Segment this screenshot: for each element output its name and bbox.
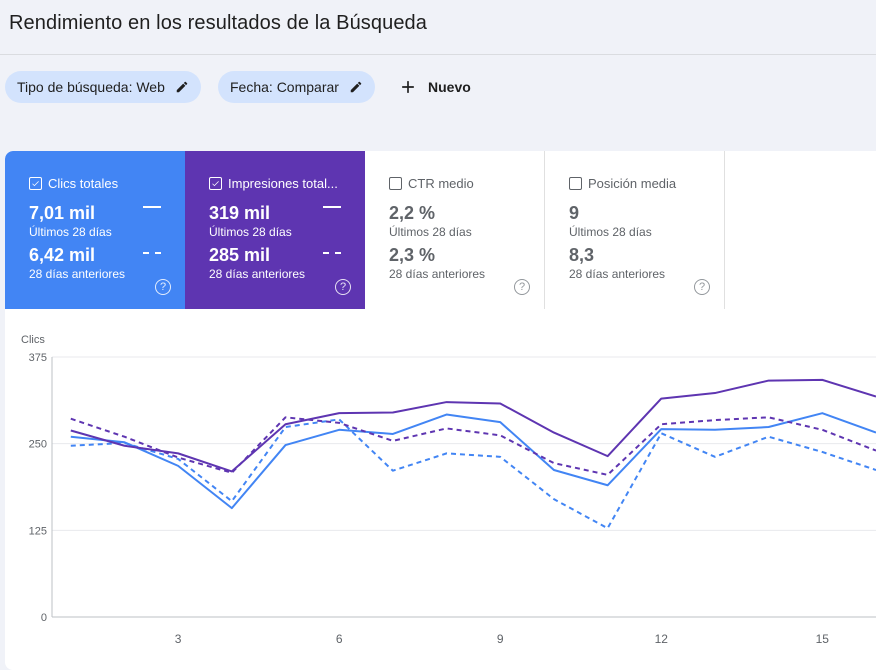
x-tick-label: 3 xyxy=(175,632,182,646)
metric-previous-period: 28 días anteriores xyxy=(209,267,306,281)
pencil-icon xyxy=(350,81,362,93)
metric-label: CTR medio xyxy=(408,175,474,191)
x-tick-label: 15 xyxy=(816,632,830,646)
metric-current-value: 2,2 % xyxy=(389,203,436,223)
x-tick-label: 6 xyxy=(336,632,343,646)
y-tick-label: 375 xyxy=(29,352,47,364)
plus-icon xyxy=(402,81,414,93)
performance-chart: Clics 0 125 250 375 3 6 9 12 15 xyxy=(5,321,876,656)
metric-current-value: 319 mil xyxy=(209,203,271,223)
metric-previous-value: 285 mil xyxy=(209,245,271,265)
dashed-line-legend-icon xyxy=(323,252,341,254)
x-tick-label: 9 xyxy=(497,632,504,646)
metric-current-period: Últimos 28 días xyxy=(569,225,652,239)
metric-previous-period: 28 días anteriores xyxy=(29,267,126,281)
help-icon[interactable]: ? xyxy=(694,279,710,295)
y-tick-label: 250 xyxy=(29,439,47,451)
solid-line-legend-icon xyxy=(323,206,341,208)
y-tick-label: 125 xyxy=(29,525,47,537)
metric-label: Clics totales xyxy=(48,175,119,191)
series-line-clicks-previous xyxy=(70,418,876,530)
metric-current-value: 9 xyxy=(569,203,580,223)
metric-label: Posición media xyxy=(588,175,677,191)
date-filter-chip[interactable]: Fecha: Comparar xyxy=(218,71,375,103)
metric-previous-value: 6,42 mil xyxy=(29,245,96,265)
checkbox-unchecked-icon[interactable] xyxy=(569,176,582,190)
line-chart-svg: Clics 0 125 250 375 3 6 9 12 15 xyxy=(21,334,876,646)
metric-card-ctr[interactable]: CTR medio 2,2 % Últimos 28 días 2,3 % 28… xyxy=(365,151,545,309)
pencil-icon xyxy=(176,81,188,93)
metric-current-period: Últimos 28 días xyxy=(209,225,292,239)
dashed-line-legend-icon xyxy=(143,252,161,254)
metric-previous-value: 8,3 xyxy=(569,245,595,265)
new-filter-button[interactable]: Nuevo xyxy=(398,71,471,103)
help-icon[interactable]: ? xyxy=(155,279,171,295)
metric-previous-period: 28 días anteriores xyxy=(389,267,486,281)
title-divider xyxy=(0,54,876,55)
metric-current-period: Últimos 28 días xyxy=(389,225,472,239)
metric-current-period: Últimos 28 días xyxy=(29,225,112,239)
new-filter-label: Nuevo xyxy=(428,79,471,95)
help-icon[interactable]: ? xyxy=(514,279,530,295)
metric-previous-period: 28 días anteriores xyxy=(569,267,666,281)
metric-card-position[interactable]: Posición media 9 Últimos 28 días 8,3 28 … xyxy=(545,151,725,309)
y-tick-label: 0 xyxy=(41,612,47,624)
metric-previous-value: 2,3 % xyxy=(389,245,436,265)
metric-label: Impresiones total... xyxy=(228,175,338,191)
metric-card-clicks[interactable]: Clics totales 7,01 mil Últimos 28 días 6… xyxy=(5,151,185,309)
metric-current-value: 7,01 mil xyxy=(29,203,96,223)
search-type-filter-label: Tipo de búsqueda: Web xyxy=(17,79,165,95)
series-line-impressions-current xyxy=(70,378,876,473)
series-line-clicks-current xyxy=(70,412,876,510)
checkbox-checked-icon[interactable] xyxy=(29,176,42,190)
series-line-impressions-previous xyxy=(70,416,876,476)
checkbox-checked-icon[interactable] xyxy=(209,176,222,190)
y-axis-label: Clics xyxy=(21,334,45,346)
x-tick-label: 12 xyxy=(655,632,669,646)
performance-panel: Clics totales 7,01 mil Últimos 28 días 6… xyxy=(5,151,876,670)
help-icon[interactable]: ? xyxy=(335,279,351,295)
metric-card-impressions[interactable]: Impresiones total... 319 mil Últimos 28 … xyxy=(185,151,365,309)
search-type-filter-chip[interactable]: Tipo de búsqueda: Web xyxy=(5,71,201,103)
date-filter-label: Fecha: Comparar xyxy=(230,79,339,95)
page-title: Rendimiento en los resultados de la Búsq… xyxy=(9,12,428,34)
solid-line-legend-icon xyxy=(143,206,161,208)
checkbox-unchecked-icon[interactable] xyxy=(389,176,402,190)
